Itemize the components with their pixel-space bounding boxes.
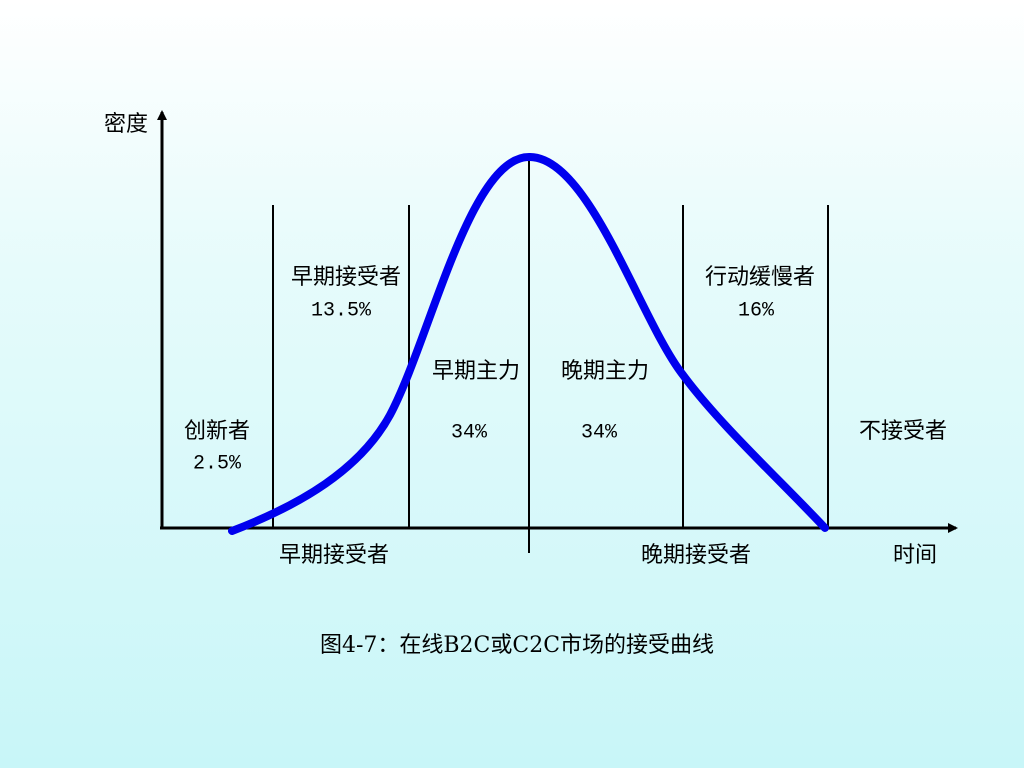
segment-label: 行动缓慢者 (705, 265, 815, 290)
caption: 图4-7：在线B2C或C2C市场的接受曲线 (320, 633, 714, 658)
segment-share: 34% (451, 421, 488, 444)
adoption-curve (228, 152, 829, 535)
segment-label: 创新者 (184, 419, 250, 444)
segment-label: 不接受者 (859, 419, 947, 444)
group-label: 晚期接受者 (641, 543, 751, 568)
segment-share: 13.5% (311, 299, 372, 322)
segment-label: 早期接受者 (291, 265, 401, 290)
x-axis-label: 时间 (893, 543, 937, 568)
segment-share: 16% (738, 299, 775, 322)
segment-label: 晚期主力 (561, 359, 649, 384)
segment-label: 早期主力 (432, 359, 520, 384)
segment-share: 2.5% (193, 452, 242, 475)
segment-share: 34% (581, 421, 618, 444)
group-label: 早期接受者 (279, 543, 389, 568)
y-axis-label: 密度 (104, 112, 148, 137)
